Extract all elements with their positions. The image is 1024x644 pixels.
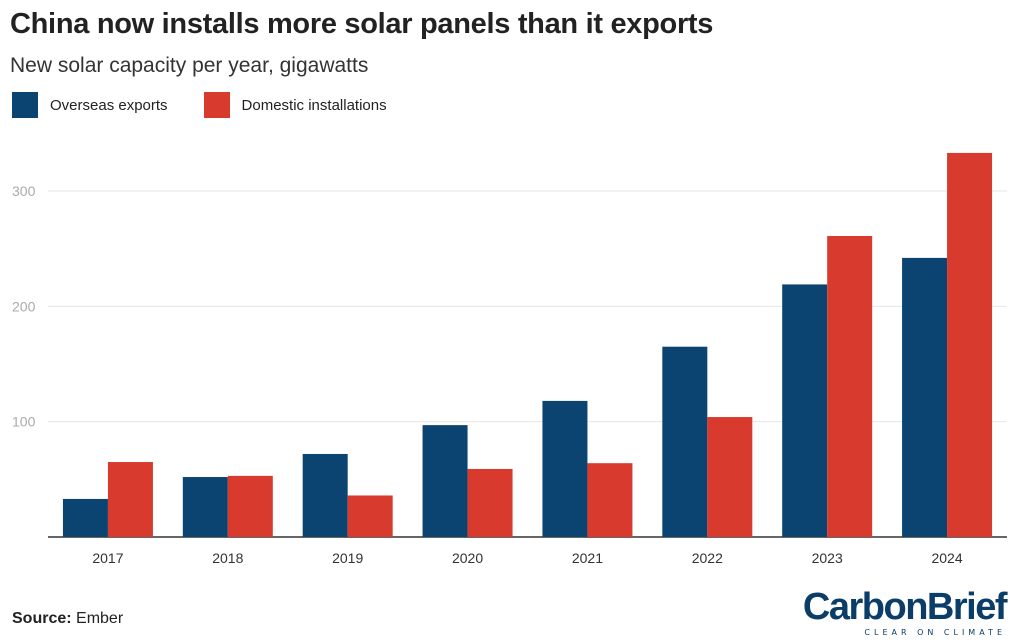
bar-exports-2017 — [62, 498, 108, 537]
legend-swatch-exports — [12, 92, 38, 118]
legend-item-domestic: Domestic installations — [203, 92, 387, 118]
x-tick-label-2021: 2021 — [572, 550, 603, 566]
logo-tagline: CLEAR ON CLIMATE — [864, 628, 1006, 637]
logo-text: CarbonBrief — [802, 586, 1008, 628]
x-tick-label-2024: 2024 — [931, 550, 962, 566]
source-note: Source: Ember — [12, 610, 123, 628]
bar-exports-2022 — [662, 346, 708, 537]
y-tick-label-100: 100 — [12, 414, 36, 430]
y-tick-label-200: 200 — [12, 298, 36, 314]
bar-exports-2023 — [782, 284, 828, 537]
x-tick-label-2019: 2019 — [332, 550, 363, 566]
bar-domestic-2020 — [467, 468, 513, 537]
x-tick-label-2020: 2020 — [452, 550, 483, 566]
bar-domestic-2023 — [827, 235, 873, 538]
bar-domestic-2022 — [707, 417, 753, 537]
bar-domestic-2019 — [347, 495, 393, 537]
bar-domestic-2024 — [947, 152, 993, 537]
legend-label-exports: Overseas exports — [50, 96, 168, 114]
bar-domestic-2018 — [227, 475, 273, 537]
bar-exports-2021 — [542, 400, 588, 537]
y-tick-label-300: 300 — [12, 183, 36, 199]
bar-exports-2024 — [902, 257, 948, 537]
bar-domestic-2021 — [587, 463, 633, 537]
bar-exports-2018 — [182, 477, 228, 537]
bar-exports-2019 — [302, 453, 348, 537]
x-tick-label-2017: 2017 — [92, 550, 123, 566]
chart-title: China now installs more solar panels tha… — [10, 8, 714, 40]
carbonbrief-logo: CarbonBrief CLEAR ON CLIMATE — [802, 586, 1008, 637]
legend: Overseas exports Domestic installations — [12, 92, 423, 118]
bar-exports-2020 — [422, 425, 468, 537]
bar-domestic-2017 — [107, 462, 153, 537]
bar-chart: 100 200 300 2017 2018 2019 2020 2021 2022 2023 202… — [12, 152, 1007, 566]
source-label: Source: — [12, 610, 72, 627]
chart-subtitle: New solar capacity per year, gigawatts — [10, 54, 369, 77]
source-value: Ember — [76, 610, 124, 627]
x-tick-label-2018: 2018 — [212, 550, 243, 566]
x-tick-label-2023: 2023 — [812, 550, 843, 566]
legend-label-domestic: Domestic installations — [241, 96, 387, 114]
legend-item-exports: Overseas exports — [12, 92, 168, 118]
x-tick-label-2022: 2022 — [692, 550, 723, 566]
legend-swatch-domestic — [203, 92, 230, 118]
